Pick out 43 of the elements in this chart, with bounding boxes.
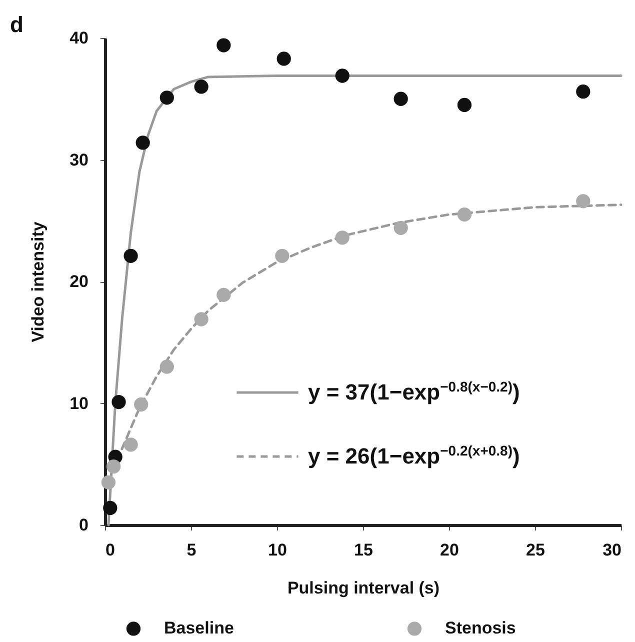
point xyxy=(216,288,231,302)
point xyxy=(275,248,290,263)
legend-label: y = 37(1−exp$^{−0.8(x−0.2)}$) xyxy=(308,378,520,404)
point xyxy=(112,394,126,410)
y-tick-label: 40 xyxy=(70,28,88,48)
point xyxy=(101,475,116,490)
x-tick-label: 15 xyxy=(354,540,373,560)
y-tick-label: 0 xyxy=(79,516,88,534)
point xyxy=(124,248,138,263)
point xyxy=(106,460,121,474)
chart-title: d xyxy=(10,12,24,37)
x-tick-label: 5 xyxy=(186,540,196,560)
x-tick-label: 10 xyxy=(268,540,287,560)
point xyxy=(124,438,138,452)
x-tick-label: 0 xyxy=(106,540,115,560)
point xyxy=(335,68,350,83)
point xyxy=(457,207,472,222)
point xyxy=(194,312,208,326)
legend-label: Baseline xyxy=(164,618,234,638)
legend-label: y = 26(1−exp$^{−0.2(x+0.8)}$) xyxy=(308,442,520,468)
x-tick-label: 30 xyxy=(602,540,622,560)
point xyxy=(160,90,174,105)
y-tick-label: 20 xyxy=(70,272,88,291)
point xyxy=(136,136,150,150)
y-axis-title: Video intensity xyxy=(28,221,48,342)
x-tick-label: 25 xyxy=(526,540,545,560)
point xyxy=(335,230,350,245)
point xyxy=(103,500,118,516)
point xyxy=(457,98,472,112)
point xyxy=(194,80,208,94)
point xyxy=(576,194,590,208)
y-tick-label: 10 xyxy=(70,394,88,413)
point xyxy=(394,92,408,106)
point xyxy=(576,84,590,99)
x-tick-label: 20 xyxy=(440,540,459,560)
point xyxy=(276,52,291,66)
point xyxy=(134,397,148,412)
y-tick-label: 30 xyxy=(70,150,88,170)
x-axis-title: Pulsing interval (s) xyxy=(287,578,440,598)
point xyxy=(160,360,174,374)
point xyxy=(394,220,408,235)
legend-label: Stenosis xyxy=(445,618,516,638)
point xyxy=(216,38,231,52)
